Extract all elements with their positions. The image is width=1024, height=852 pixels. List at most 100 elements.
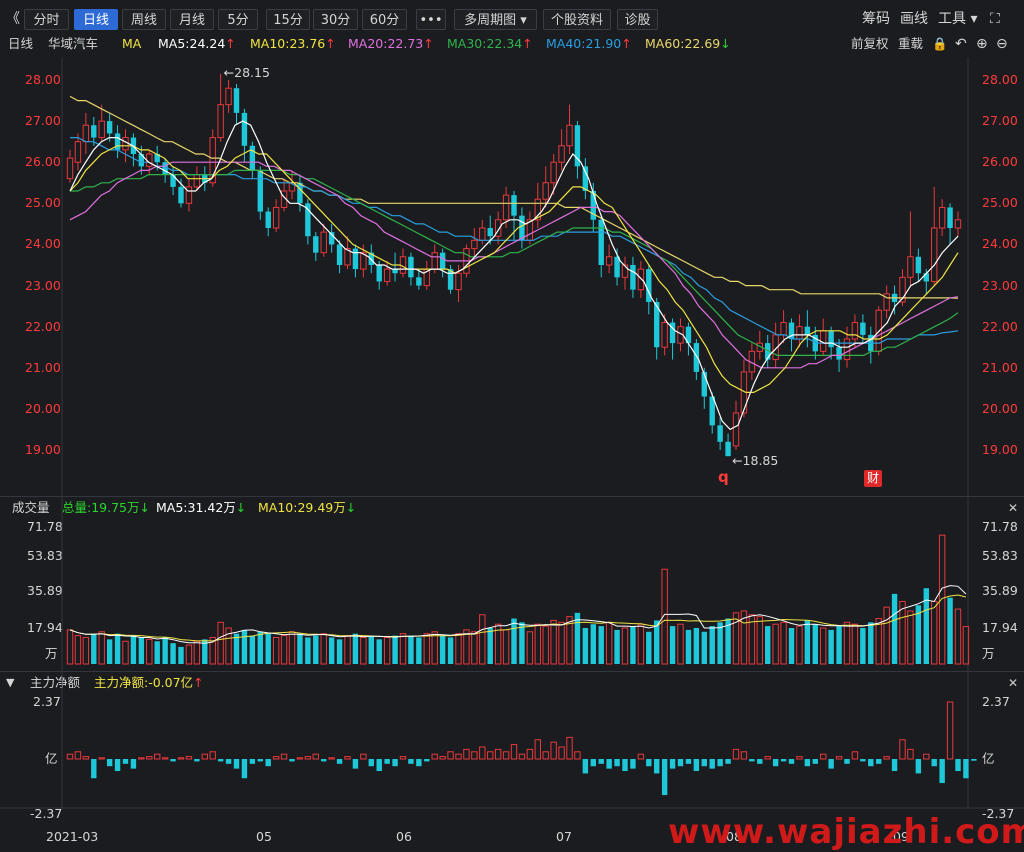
tab-monthly[interactable]: 月线 bbox=[170, 9, 214, 30]
capital-bar bbox=[416, 759, 422, 767]
capital-bar bbox=[399, 756, 407, 760]
capital-bar bbox=[907, 748, 914, 760]
stock-info-button[interactable]: 个股资料 bbox=[543, 9, 611, 30]
volume-bar bbox=[820, 627, 827, 665]
capital-bar bbox=[566, 736, 573, 760]
capital-bar bbox=[368, 759, 374, 767]
tab-30min[interactable]: 30分 bbox=[313, 9, 358, 30]
volume-bar bbox=[328, 637, 335, 664]
candle-body bbox=[399, 256, 407, 274]
draw-line-button[interactable]: 画线 bbox=[900, 11, 928, 27]
capital-bar bbox=[955, 759, 961, 772]
candle-body bbox=[288, 182, 296, 192]
candle-body bbox=[114, 133, 121, 150]
q-marker[interactable]: q bbox=[718, 468, 729, 486]
tab-60min[interactable]: 60分 bbox=[362, 9, 407, 30]
up-arrow-icon: ↑ bbox=[325, 36, 336, 51]
financial-report-badge[interactable]: 财 bbox=[864, 470, 882, 487]
capital-bar bbox=[265, 759, 271, 767]
capital-bar bbox=[360, 753, 367, 760]
tab-5min[interactable]: 5分 bbox=[218, 9, 258, 30]
capital-bar bbox=[384, 759, 390, 764]
capital-bar bbox=[701, 759, 707, 767]
collapse-icon[interactable]: ▼ bbox=[6, 676, 15, 689]
capital-bar bbox=[677, 759, 684, 767]
volume-bar bbox=[66, 629, 74, 665]
volume-bar bbox=[542, 625, 549, 665]
candle-body bbox=[320, 231, 327, 254]
ma30-value: MA30:22.34 bbox=[447, 36, 523, 51]
candle-body bbox=[130, 137, 137, 154]
zoom-in-icon[interactable]: ⊕ bbox=[976, 36, 988, 52]
capital-bar bbox=[526, 748, 534, 760]
lock-icon[interactable]: 🔒 bbox=[932, 36, 948, 51]
candle-body bbox=[907, 256, 914, 278]
back-icon[interactable]: 《 bbox=[6, 11, 20, 27]
capital-bar bbox=[424, 759, 430, 762]
volume-bar bbox=[130, 635, 137, 664]
candle-body bbox=[605, 256, 613, 266]
capital-bar bbox=[899, 739, 906, 760]
price-axis-left-label: 23.00 bbox=[25, 277, 61, 293]
capital-bar bbox=[891, 759, 898, 772]
volume-ma5-line bbox=[69, 585, 967, 644]
tab-15min[interactable]: 15分 bbox=[266, 9, 310, 30]
price-axis-left-label: 22.00 bbox=[25, 318, 61, 334]
capital-bar bbox=[828, 759, 834, 769]
capital-bar bbox=[304, 756, 312, 760]
capital-bar bbox=[804, 759, 811, 767]
tab-daily[interactable]: 日线 bbox=[74, 9, 118, 30]
capital-bar bbox=[622, 759, 628, 772]
tools-menu-button[interactable]: 工具 ▾ bbox=[938, 11, 978, 27]
multi-period-button[interactable]: 多周期图 ▾ bbox=[454, 9, 537, 30]
candle-body bbox=[106, 121, 113, 134]
volume-bar bbox=[701, 631, 707, 664]
candle-body bbox=[193, 174, 201, 188]
candle-body bbox=[923, 273, 929, 282]
candle-body bbox=[947, 207, 953, 228]
capital-bar bbox=[66, 753, 74, 760]
diagnose-button[interactable]: 诊股 bbox=[617, 9, 658, 30]
candle-body bbox=[780, 322, 787, 336]
candle-body bbox=[915, 256, 922, 274]
capital-bar bbox=[614, 759, 620, 767]
capital-bar bbox=[725, 759, 731, 764]
chips-button[interactable]: 筹码 bbox=[862, 11, 890, 27]
price-axis-right-label: 24.00 bbox=[982, 236, 1018, 252]
up-arrow-icon: ↑ bbox=[423, 36, 434, 51]
volume-bar bbox=[272, 636, 280, 665]
down-arrow-icon: ↓ bbox=[139, 500, 150, 515]
forward-adjust-button[interactable]: 前复权 bbox=[851, 36, 889, 51]
fullscreen-icon[interactable]: ⛶ bbox=[990, 11, 1000, 27]
volume-bar bbox=[938, 534, 946, 665]
more-button[interactable]: ••• bbox=[416, 9, 446, 30]
candle-body bbox=[383, 268, 391, 282]
candle-body bbox=[804, 326, 811, 335]
volume-bar bbox=[962, 626, 970, 665]
volume-bar bbox=[907, 610, 914, 665]
reload-button[interactable]: 重载 bbox=[898, 36, 924, 51]
candle-body bbox=[352, 248, 359, 270]
capital-bar bbox=[471, 751, 478, 760]
volume-axis-label: 53.83 bbox=[982, 548, 1018, 563]
ma-legend-bar: 日线 华域汽车 MA MA5:24.24↑ MA10:23.76↑ MA20:2… bbox=[0, 34, 1024, 54]
tab-weekly[interactable]: 周线 bbox=[122, 9, 166, 30]
volume-bar bbox=[320, 633, 327, 665]
candle-body bbox=[479, 227, 486, 241]
capital-bar bbox=[939, 759, 945, 784]
price-axis-right-label: 20.00 bbox=[982, 400, 1018, 416]
zoom-out-icon[interactable]: ⊖ bbox=[996, 36, 1008, 52]
x-axis-label: 09 bbox=[893, 829, 909, 844]
capital-bar bbox=[161, 757, 169, 760]
candle-body bbox=[614, 256, 620, 278]
undo-icon[interactable]: ↶ bbox=[955, 36, 967, 52]
tab-fenshi[interactable]: 分时 bbox=[24, 9, 69, 30]
candle-body bbox=[66, 157, 74, 180]
volume-bar bbox=[883, 606, 890, 665]
close-icon[interactable]: ✕ bbox=[1007, 501, 1018, 515]
volume-axis-label: 53.83 bbox=[27, 548, 63, 563]
capital-bar bbox=[574, 751, 581, 760]
close-icon[interactable]: ✕ bbox=[1007, 676, 1018, 690]
watermark: www.wajiazhi.com bbox=[668, 812, 1024, 852]
volume-bar bbox=[352, 633, 359, 664]
